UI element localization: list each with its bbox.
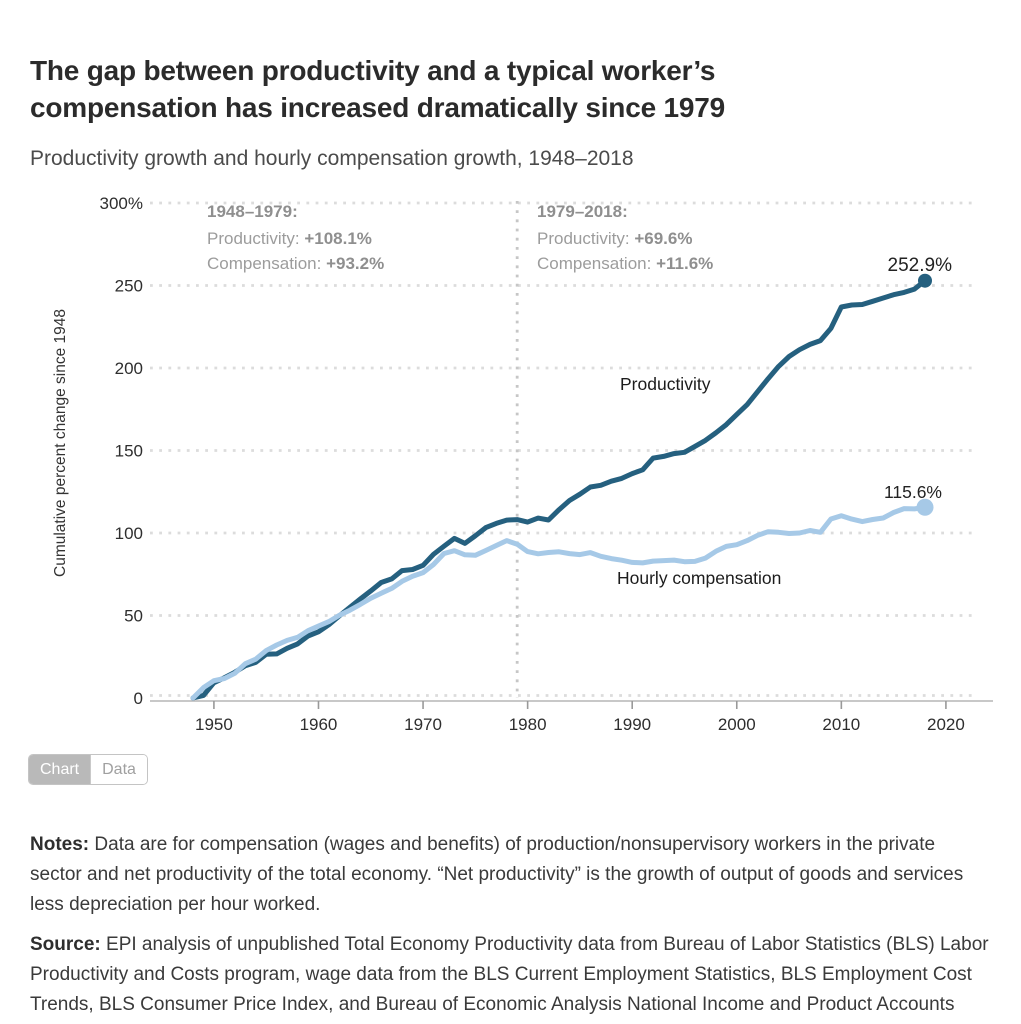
notes-text: Notes: Data are for compensation (wages … [30,830,992,920]
compensation-line[interactable] [190,504,928,701]
page-subtitle: Productivity growth and hourly compensat… [30,147,634,170]
y-tick-label-50: 50 [124,607,143,626]
annotation-heading: 1979–2018: [537,202,628,221]
annotation-label: Compensation: [207,254,327,273]
x-tick-label-2020: 2020 [927,715,965,734]
productivity-end-value: 252.9% [887,255,952,276]
annotation-value: +93.2% [326,254,385,273]
page-title-line1: The gap between productivity and a typic… [30,54,716,86]
source-body: EPI analysis of unpublished Total Econom… [30,934,989,1015]
chart-tab-button[interactable]: Chart [29,755,91,784]
y-tick-label-200: 200 [115,359,143,378]
compensation-end-value: 115.6% [883,482,942,502]
annotation-value: +108.1% [304,228,372,248]
annotation-label: Productivity: [537,228,635,248]
x-tick-label-1960: 1960 [300,715,338,734]
productivity-series-label: Productivity [620,374,711,394]
x-tick-label-1970: 1970 [404,715,442,734]
y-axis-title: Cumulative percent change since 1948 [52,309,69,577]
compensation-series-label: Hourly compensation [617,568,782,588]
y-tick-label-300: 300% [100,194,143,213]
annotation-value: +11.6% [656,254,714,273]
annotation-1948-1979: 1948–1979: Productivity: +108.1% Compens… [207,199,384,277]
page-title-line2: compensation has increased dramatically … [30,91,726,123]
y-tick-label-250: 250 [115,277,143,296]
source-text: Source: EPI analysis of unpublished Tota… [30,930,992,1020]
notes-label: Notes: [30,834,90,855]
annotation-value: +69.6% [634,228,693,248]
x-tick-label-1950: 1950 [195,715,233,734]
x-tick-label-1980: 1980 [509,715,547,734]
y-tick-label-0: 0 [134,689,143,708]
annotation-label: Compensation: [537,254,657,273]
chart-canvas: 300% 250 200 150 100 50 0 1950 1960 1970 1980 1990 2… [100,194,993,734]
annotation-heading: 1948–1979: [207,202,298,221]
page-title: The gap between productivity and a typic… [30,52,930,126]
x-tick-label-2010: 2010 [822,715,860,734]
x-tick-label-2000: 2000 [718,715,756,734]
x-tick-label-1990: 1990 [613,715,651,734]
productivity-line[interactable] [190,278,928,701]
data-tab-button[interactable]: Data [90,755,147,784]
notes-body: Data are for compensation (wages and ben… [30,834,964,915]
line-chart: 300% 250 200 150 100 50 0 1950 1960 1970 1980 1990 2… [0,178,1021,744]
annotation-line: Compensation: +93.2% [207,251,384,277]
chart-data-toggle: Chart Data [28,754,148,785]
compensation-end-dot[interactable] [916,498,934,516]
productivity-end-dot[interactable] [918,273,932,288]
y-tick-label-150: 150 [115,442,143,461]
annotation-line: Productivity: +108.1% [207,226,384,252]
annotation-1979-2018: 1979–2018: Productivity: +69.6% Compensa… [537,199,713,277]
y-tick-label-100: 100 [115,524,143,543]
annotation-label: Productivity: [207,228,305,248]
annotation-line: Compensation: +11.6% [537,251,713,277]
source-label: Source: [30,934,101,955]
annotation-line: Productivity: +69.6% [537,226,713,252]
